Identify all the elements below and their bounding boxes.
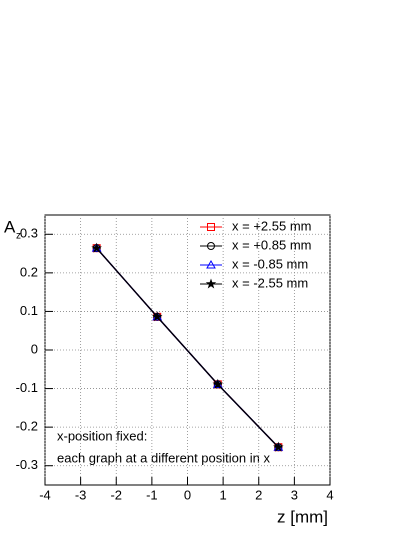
x-tick-label: -1 xyxy=(146,487,158,502)
annotation: x-position fixed: xyxy=(57,428,147,443)
legend-label: x = +2.55 mm xyxy=(232,218,311,233)
legend-label: x = -2.55 mm xyxy=(232,275,308,290)
legend-label: x = +0.85 mm xyxy=(232,237,311,252)
legend-marker xyxy=(205,278,217,289)
marker xyxy=(273,441,284,452)
legend-marker xyxy=(206,259,216,269)
marker xyxy=(91,242,102,253)
y-tick-label: 0 xyxy=(31,341,38,356)
x-tick-label: 0 xyxy=(184,487,191,502)
legend-marker xyxy=(207,223,215,231)
y-axis-label: A xyxy=(4,217,16,236)
marker xyxy=(151,311,163,322)
y-axis-label-subscript: z xyxy=(16,231,21,242)
y-tick-label: -0.3 xyxy=(16,457,38,472)
legend-marker xyxy=(207,242,215,250)
x-tick-label: 1 xyxy=(220,487,227,502)
legend-label: x = -0.85 mm xyxy=(232,256,308,271)
y-tick-label: 0.2 xyxy=(20,264,38,279)
x-tick-label: -4 xyxy=(39,487,51,502)
x-tick-label: 2 xyxy=(255,487,262,502)
x-tick-label: -3 xyxy=(75,487,87,502)
marker xyxy=(212,378,224,389)
y-tick-label: -0.1 xyxy=(16,380,38,395)
y-tick-label: 0.1 xyxy=(20,303,38,318)
x-tick-label: -2 xyxy=(110,487,122,502)
annotation: each graph at a different position in x xyxy=(57,450,270,465)
y-tick-label: -0.2 xyxy=(16,419,38,434)
x-tick-label: 3 xyxy=(291,487,298,502)
series-line xyxy=(96,247,279,448)
x-axis-label: z [mm] xyxy=(277,507,328,526)
x-tick-label: 4 xyxy=(326,487,333,502)
y-tick-label: 0.3 xyxy=(20,226,38,241)
